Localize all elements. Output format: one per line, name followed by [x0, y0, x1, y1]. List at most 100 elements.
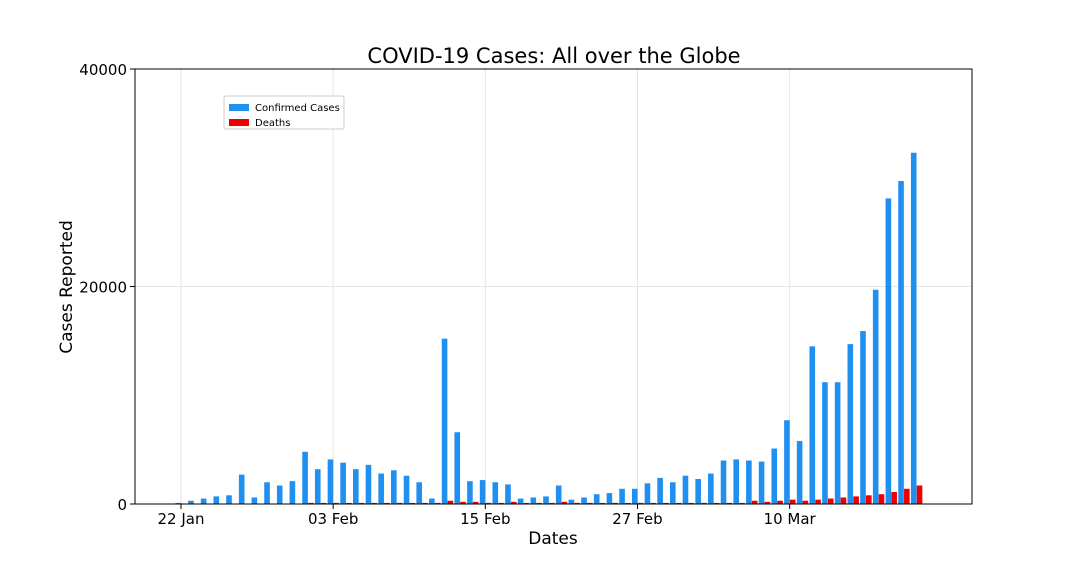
confirmed-bar — [910, 152, 917, 505]
deaths-bar — [371, 502, 378, 504]
deaths-bar — [650, 502, 657, 504]
deaths-bar — [701, 502, 707, 504]
confirmed-bar — [670, 482, 676, 504]
deaths-bar — [789, 499, 796, 504]
deaths-bar — [827, 498, 834, 504]
deaths-bar — [637, 502, 644, 504]
deaths-bar — [358, 502, 365, 504]
confirmed-bar — [391, 470, 397, 504]
confirmed-bar — [416, 482, 422, 504]
deaths-bar — [523, 502, 530, 504]
confirmed-bar — [771, 448, 778, 504]
deaths-bar — [308, 502, 314, 504]
deaths-bar — [853, 496, 859, 504]
confirmed-bar — [644, 483, 651, 504]
confirmed-bar — [479, 480, 486, 504]
deaths-bar — [802, 500, 809, 504]
confirmed-bar — [353, 469, 359, 504]
confirmed-bar — [619, 488, 625, 504]
confirmed-bar — [809, 346, 816, 504]
confirmed-bar — [822, 382, 828, 504]
confirmed-bar — [340, 462, 346, 504]
chart-title: COVID-19 Cases: All over the Globe — [367, 44, 740, 68]
confirmed-bar — [467, 481, 473, 504]
deaths-bar — [675, 502, 682, 504]
deaths-bar — [599, 502, 606, 504]
deaths-bar — [346, 502, 352, 504]
deaths-bar — [815, 499, 821, 504]
confirmed-bar — [213, 496, 220, 504]
deaths-bar — [333, 502, 340, 504]
deaths-bar — [777, 500, 783, 504]
deaths-bar — [739, 502, 745, 504]
deaths-bar — [498, 502, 504, 504]
confirmed-bar — [593, 494, 600, 504]
deaths-bar — [891, 492, 897, 504]
y-tick-label: 40000 — [79, 61, 127, 79]
confirmed-bar — [226, 495, 232, 504]
legend-frame — [223, 95, 345, 130]
confirmed-bar — [682, 475, 689, 504]
deaths-bar — [549, 502, 555, 504]
deaths-bar — [384, 502, 390, 504]
deaths-bar — [751, 500, 758, 504]
confirmed-bar — [188, 500, 194, 504]
confirmed-bar — [429, 498, 435, 504]
confirmed-bar — [885, 198, 892, 504]
deaths-bar — [688, 502, 695, 504]
confirmed-bar — [695, 478, 701, 504]
deaths-bar — [574, 502, 580, 504]
deaths-bar — [409, 502, 416, 504]
confirmed-bar — [251, 497, 258, 504]
deaths-bar — [396, 502, 403, 504]
x-tick-label: 10 Mar — [764, 510, 817, 528]
grid-lines — [135, 68, 972, 505]
confirmed-bar — [581, 497, 587, 504]
legend-swatch — [229, 119, 249, 126]
confirmed-bar — [403, 475, 410, 504]
confirmed-bar — [847, 344, 854, 504]
deaths-bar — [422, 502, 428, 504]
deaths-bar — [460, 501, 466, 504]
confirmed-bar — [733, 459, 739, 504]
deaths-bar — [878, 494, 885, 504]
deaths-bar — [472, 501, 479, 504]
confirmed-bar — [314, 469, 321, 504]
y-axis-label: Cases Reported — [57, 220, 77, 353]
confirmed-bar — [606, 493, 613, 504]
confirmed-bar — [746, 460, 752, 504]
confirmed-bar — [175, 502, 182, 504]
confirmed-bar — [834, 382, 841, 504]
x-tick-label: 15 Feb — [460, 510, 510, 528]
deaths-bar — [904, 488, 910, 504]
confirmed-bar — [860, 331, 866, 504]
confirmed-bar — [555, 485, 562, 504]
y-axis: 0 20000 40000 — [79, 61, 135, 514]
confirmed-bar — [200, 498, 207, 504]
deaths-bar — [764, 501, 771, 504]
x-axis: 22 Jan 03 Feb 15 Feb 27 Feb 10 Mar — [158, 504, 817, 528]
confirmed-bar — [505, 484, 511, 504]
confirmed-bar — [264, 482, 270, 504]
confirmed-bar — [289, 481, 296, 504]
confirmed-bar — [796, 440, 803, 504]
confirmed-bar — [872, 289, 879, 504]
confirmed-bar — [238, 474, 245, 504]
deaths-bar — [536, 502, 542, 504]
legend-label: Confirmed Cases — [255, 103, 340, 114]
confirmed-bar — [657, 477, 663, 504]
confirmed-bar — [631, 488, 638, 504]
deaths-bar — [840, 497, 847, 504]
confirmed-bar — [720, 460, 727, 504]
confirmed-bar — [758, 461, 765, 504]
deaths-bar — [713, 502, 720, 504]
confirmed-bar — [530, 497, 537, 504]
legend: Confirmed Cases Deaths — [223, 95, 345, 130]
confirmed-bar — [568, 499, 575, 504]
x-tick-label: 27 Feb — [612, 510, 662, 528]
confirmed-bar — [708, 473, 714, 504]
y-tick-label: 0 — [117, 496, 127, 514]
confirmed-bar — [441, 338, 448, 504]
confirmed-bar — [454, 432, 461, 504]
